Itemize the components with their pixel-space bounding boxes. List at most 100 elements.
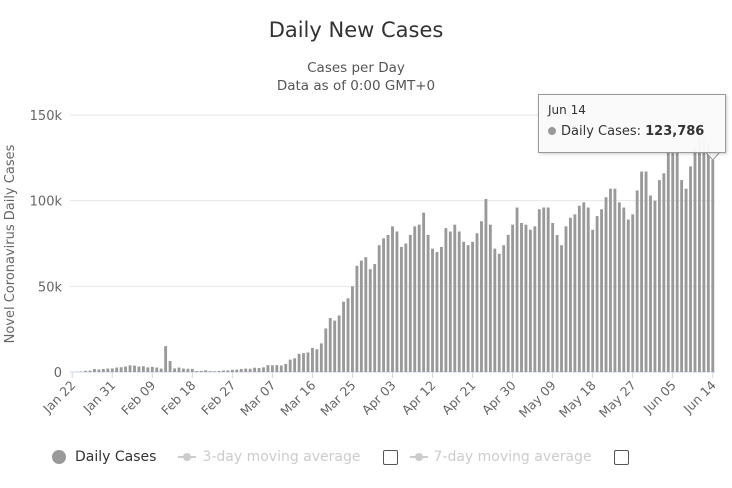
bar[interactable] <box>511 224 515 372</box>
bar[interactable] <box>199 370 203 372</box>
bar[interactable] <box>190 368 194 372</box>
bar[interactable] <box>342 301 345 372</box>
bar[interactable] <box>315 349 319 372</box>
bar[interactable] <box>382 238 386 372</box>
bar[interactable] <box>555 234 559 372</box>
bar[interactable] <box>319 343 323 372</box>
bar[interactable] <box>657 180 661 372</box>
bar[interactable] <box>453 224 457 372</box>
bar[interactable] <box>609 188 612 372</box>
bar[interactable] <box>480 221 483 372</box>
bar[interactable] <box>119 367 123 372</box>
bar[interactable] <box>706 144 710 372</box>
bar[interactable] <box>386 234 390 372</box>
bar[interactable] <box>159 368 163 372</box>
bar[interactable] <box>364 257 368 372</box>
bar[interactable] <box>213 371 216 372</box>
bar[interactable] <box>150 366 154 372</box>
bar[interactable] <box>110 368 114 372</box>
bar[interactable] <box>582 202 586 372</box>
bar[interactable] <box>444 228 448 372</box>
legend-item-daily-cases[interactable]: Daily Cases <box>52 449 156 465</box>
bar[interactable] <box>368 269 372 372</box>
bar[interactable] <box>662 173 666 372</box>
bar[interactable] <box>155 367 159 372</box>
bar[interactable] <box>133 365 136 372</box>
bar[interactable] <box>253 367 257 372</box>
bar[interactable] <box>689 166 692 372</box>
bar[interactable] <box>653 200 657 372</box>
bar[interactable] <box>377 245 381 372</box>
legend-item-3-day-average[interactable]: 3-day moving average <box>178 449 361 465</box>
bar[interactable] <box>564 226 568 372</box>
bar[interactable] <box>141 366 145 372</box>
bar[interactable] <box>600 209 603 372</box>
bar[interactable] <box>408 234 412 372</box>
bar[interactable] <box>226 370 230 372</box>
bar[interactable] <box>475 233 479 372</box>
bar[interactable] <box>417 224 421 372</box>
bar[interactable] <box>484 198 488 372</box>
bar[interactable] <box>586 207 590 372</box>
bar[interactable] <box>244 368 248 372</box>
bar[interactable] <box>422 212 426 372</box>
bar[interactable] <box>355 265 359 372</box>
bar[interactable] <box>680 180 684 372</box>
bar[interactable] <box>569 217 572 372</box>
bar[interactable] <box>173 368 176 372</box>
bar[interactable] <box>577 205 581 372</box>
bar[interactable] <box>137 366 141 372</box>
bar[interactable] <box>413 226 417 372</box>
bar[interactable] <box>204 370 208 372</box>
bar[interactable] <box>640 171 644 372</box>
bar[interactable] <box>528 229 532 372</box>
bar[interactable] <box>497 253 501 372</box>
bar[interactable] <box>97 369 101 372</box>
bar[interactable] <box>502 245 506 372</box>
bar[interactable] <box>106 368 110 372</box>
bar[interactable] <box>635 190 639 372</box>
bar[interactable] <box>177 367 181 372</box>
bar[interactable] <box>471 241 474 372</box>
bar[interactable] <box>542 207 546 372</box>
bar[interactable] <box>604 197 608 372</box>
bar[interactable] <box>146 367 150 372</box>
bar[interactable] <box>506 234 510 372</box>
bar[interactable] <box>115 367 119 372</box>
bar[interactable] <box>164 346 168 372</box>
bar[interactable] <box>671 152 675 372</box>
7-day-average-checkbox[interactable] <box>613 449 629 465</box>
bar[interactable] <box>693 145 697 372</box>
bar[interactable] <box>395 231 399 372</box>
bar[interactable] <box>649 195 652 372</box>
bar[interactable] <box>698 137 701 372</box>
bar[interactable] <box>466 245 470 372</box>
bar[interactable] <box>311 348 314 372</box>
bar[interactable] <box>235 369 239 372</box>
bar[interactable] <box>101 369 105 372</box>
bar[interactable] <box>297 353 301 372</box>
bar[interactable] <box>359 260 363 372</box>
bar[interactable] <box>537 209 541 372</box>
bar[interactable] <box>239 368 243 372</box>
bar[interactable] <box>431 248 434 372</box>
bar[interactable] <box>644 171 648 372</box>
bar[interactable] <box>515 207 519 372</box>
bar[interactable] <box>617 202 621 372</box>
bar[interactable] <box>84 370 87 372</box>
bar[interactable] <box>404 243 408 373</box>
bar[interactable] <box>426 234 430 372</box>
bar[interactable] <box>324 328 328 372</box>
bar[interactable] <box>448 231 452 372</box>
bar[interactable] <box>711 159 715 372</box>
bar[interactable] <box>266 365 270 372</box>
bar[interactable] <box>293 358 297 372</box>
bar[interactable] <box>230 369 234 372</box>
bar[interactable] <box>93 369 96 372</box>
bar[interactable] <box>279 365 283 372</box>
bar[interactable] <box>533 226 537 372</box>
bar[interactable] <box>262 367 265 372</box>
bar[interactable] <box>399 246 403 372</box>
bar[interactable] <box>440 246 443 372</box>
bar[interactable] <box>551 222 555 372</box>
